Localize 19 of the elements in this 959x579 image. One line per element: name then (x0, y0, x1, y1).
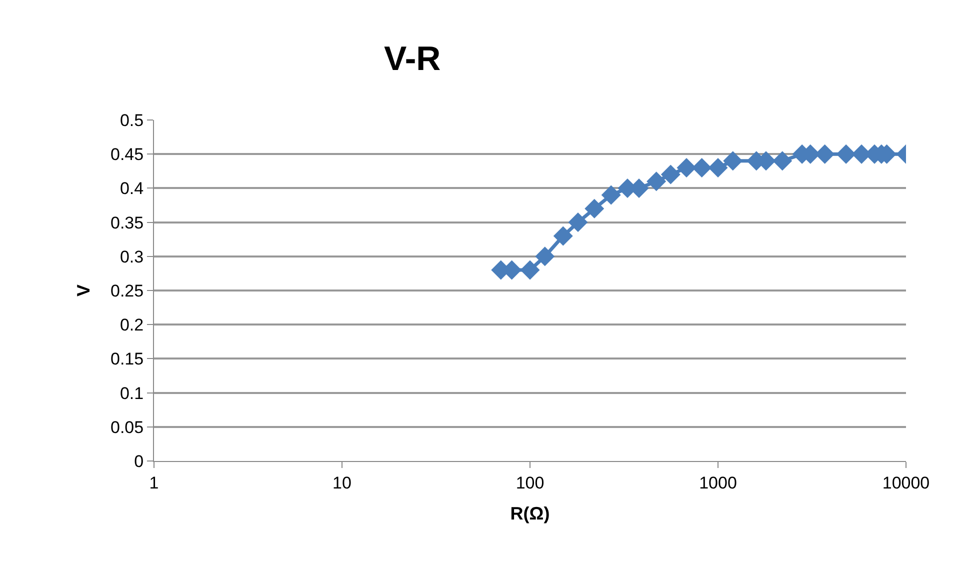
y-tick-label: 0.2 (120, 316, 144, 335)
y-tick-label: 0.5 (120, 110, 144, 130)
y-tick-label: 0.3 (120, 247, 144, 266)
chart-title: V-R (384, 40, 441, 78)
x-axis-title: R(Ω) (510, 504, 550, 524)
y-tick-label: 0.45 (110, 145, 144, 164)
y-tick-label: 0 (134, 452, 144, 471)
y-tick-label: 0.25 (110, 281, 144, 300)
x-tick-label: 100 (516, 473, 544, 492)
x-tick-label: 10 (332, 473, 352, 492)
y-tick-label: 0.1 (120, 384, 144, 403)
y-tick-label: 0.35 (110, 213, 144, 232)
x-tick-label: 1 (149, 473, 159, 492)
x-tick-label: 10000 (882, 473, 930, 492)
y-tick-label: 0.05 (110, 418, 144, 437)
y-axis-title: V (74, 284, 94, 297)
y-tick-label: 0.4 (120, 179, 144, 198)
y-tick-label: 0.15 (110, 350, 144, 369)
x-tick-label: 1000 (699, 473, 737, 492)
